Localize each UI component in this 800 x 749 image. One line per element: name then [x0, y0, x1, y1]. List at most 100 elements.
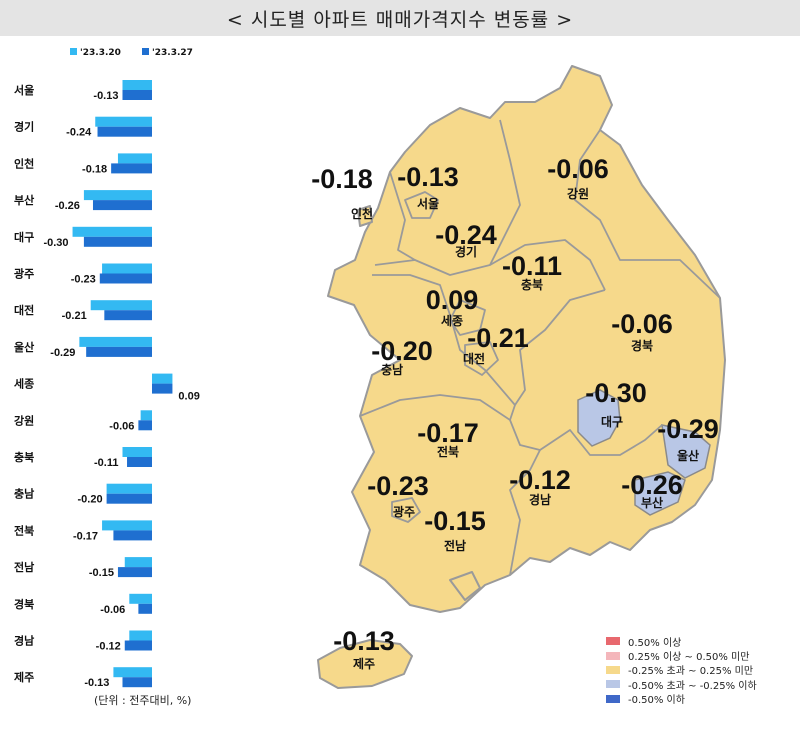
bar-prev: [95, 116, 152, 127]
bar-prev: [102, 520, 152, 531]
region-name: 전남: [444, 538, 466, 553]
legend-swatch: [606, 651, 620, 660]
region-value: 0.09: [426, 285, 479, 315]
legend-label: -0.50% 초과 ~ -0.25% 이하: [628, 680, 757, 692]
data-label: -0.24: [66, 127, 92, 139]
data-label: -0.13: [93, 90, 118, 102]
data-label: -0.11: [94, 457, 118, 469]
region-name: 전북: [437, 444, 459, 459]
category-label: 광주: [14, 268, 34, 281]
legend-item: -0.50% 초과 ~ -0.25% 이하: [606, 677, 757, 692]
unit-note: (단위 : 전주대비, %): [94, 694, 192, 707]
bar-row: 강원 -0.06: [14, 410, 152, 432]
legend-label: '23.3.27: [152, 48, 193, 58]
map-region-label: -0.23 광주: [367, 471, 429, 519]
chart-title: < 시도별 아파트 매매가격지수 변동률 >: [0, 0, 800, 36]
region-name: 광주: [393, 504, 415, 519]
bar-row: 울산 -0.29: [14, 336, 152, 359]
bar-curr: [111, 163, 152, 174]
region-name: 서울: [417, 196, 439, 211]
legend-item: 0.50% 이상: [606, 634, 757, 649]
bar-row: 전남 -0.15: [14, 557, 152, 579]
legend-label: 0.50% 이상: [628, 637, 682, 649]
bar-chart: '23.3.20 '23.3.27 서울 -0.13 경기 -0.24 인천 -0.18 부산…: [14, 48, 200, 689]
bar-prev: [79, 336, 152, 347]
boundary-line: [359, 394, 541, 451]
region-value: -0.06: [611, 309, 673, 339]
region-value: -0.06: [547, 154, 609, 184]
category-label: 충남: [14, 487, 34, 501]
bar-curr: [122, 90, 152, 100]
boundary-line: [509, 449, 541, 576]
bar-prev: [113, 667, 152, 678]
region-name: 울산: [677, 448, 699, 463]
region-value: -0.29: [657, 414, 719, 444]
region-name: 부산: [641, 495, 663, 510]
legend-swatch: [606, 680, 620, 689]
bar-row: 충남 -0.20: [14, 483, 152, 506]
region-name: 경남: [529, 492, 551, 507]
category-label: 울산: [14, 340, 34, 354]
bar-row: 인천 -0.18: [14, 153, 152, 175]
legend-label: -0.50% 이하: [628, 695, 685, 707]
data-label: -0.17: [73, 530, 98, 542]
daegu-shape: [577, 389, 621, 447]
region-name: 대전: [463, 351, 485, 366]
region-name: 충남: [381, 362, 403, 377]
jeju-shape: [317, 639, 413, 689]
data-label: 0.09: [178, 391, 199, 403]
legend-swatch: [606, 665, 620, 674]
region-value: -0.17: [417, 418, 479, 448]
ulsan-shape: [661, 424, 711, 479]
category-label: 경남: [14, 634, 34, 648]
mainland-shape: [327, 65, 726, 613]
map-region-label: -0.15 전남: [424, 506, 486, 553]
region-name: 경북: [631, 339, 653, 353]
bar-row: 부산 -0.26: [14, 190, 152, 212]
data-label: -0.23: [71, 274, 96, 286]
bar-curr: [104, 310, 152, 321]
legend-item: 0.25% 이상 ~ 0.50% 미만: [606, 648, 757, 664]
bar-curr: [152, 383, 173, 394]
bar-prev: [122, 447, 152, 457]
region-value: -0.13: [333, 626, 395, 656]
bar-prev: [83, 190, 152, 201]
data-label: -0.20: [78, 494, 103, 506]
bar-prev: [72, 226, 152, 237]
bar-curr: [97, 126, 152, 137]
category-label: 제주: [14, 670, 34, 684]
data-label: -0.06: [100, 604, 125, 616]
region-name: 경기: [455, 244, 477, 259]
data-label: -0.18: [82, 163, 107, 175]
bar-curr: [99, 273, 152, 284]
region-name: 대구: [601, 415, 623, 429]
bar-curr: [122, 677, 152, 688]
map-region-label: -0.30 대구: [585, 378, 647, 429]
bar-curr: [83, 236, 152, 247]
bar-row: 광주 -0.23: [14, 263, 152, 286]
bar-prev: [106, 483, 152, 494]
boundary-line: [539, 424, 663, 456]
busan-shape: [634, 471, 686, 516]
legend-label: -0.25% 초과 ~ 0.25% 미만: [628, 666, 754, 678]
bar-curr: [86, 346, 152, 357]
legend-label: 0.25% 이상 ~ 0.50% 미만: [628, 652, 750, 664]
boundary-line: [449, 299, 486, 336]
region-value: -0.18: [311, 164, 373, 194]
map-region-label: -0.18 인천: [311, 164, 373, 221]
region-name: 충북: [521, 277, 543, 292]
category-label: 인천: [14, 156, 34, 170]
bar-curr: [113, 530, 152, 541]
legend-swatch: [142, 48, 149, 55]
category-label: 서울: [14, 83, 34, 97]
bar-curr: [138, 420, 152, 431]
region-name: 제주: [353, 657, 375, 671]
bar-prev: [122, 80, 152, 90]
